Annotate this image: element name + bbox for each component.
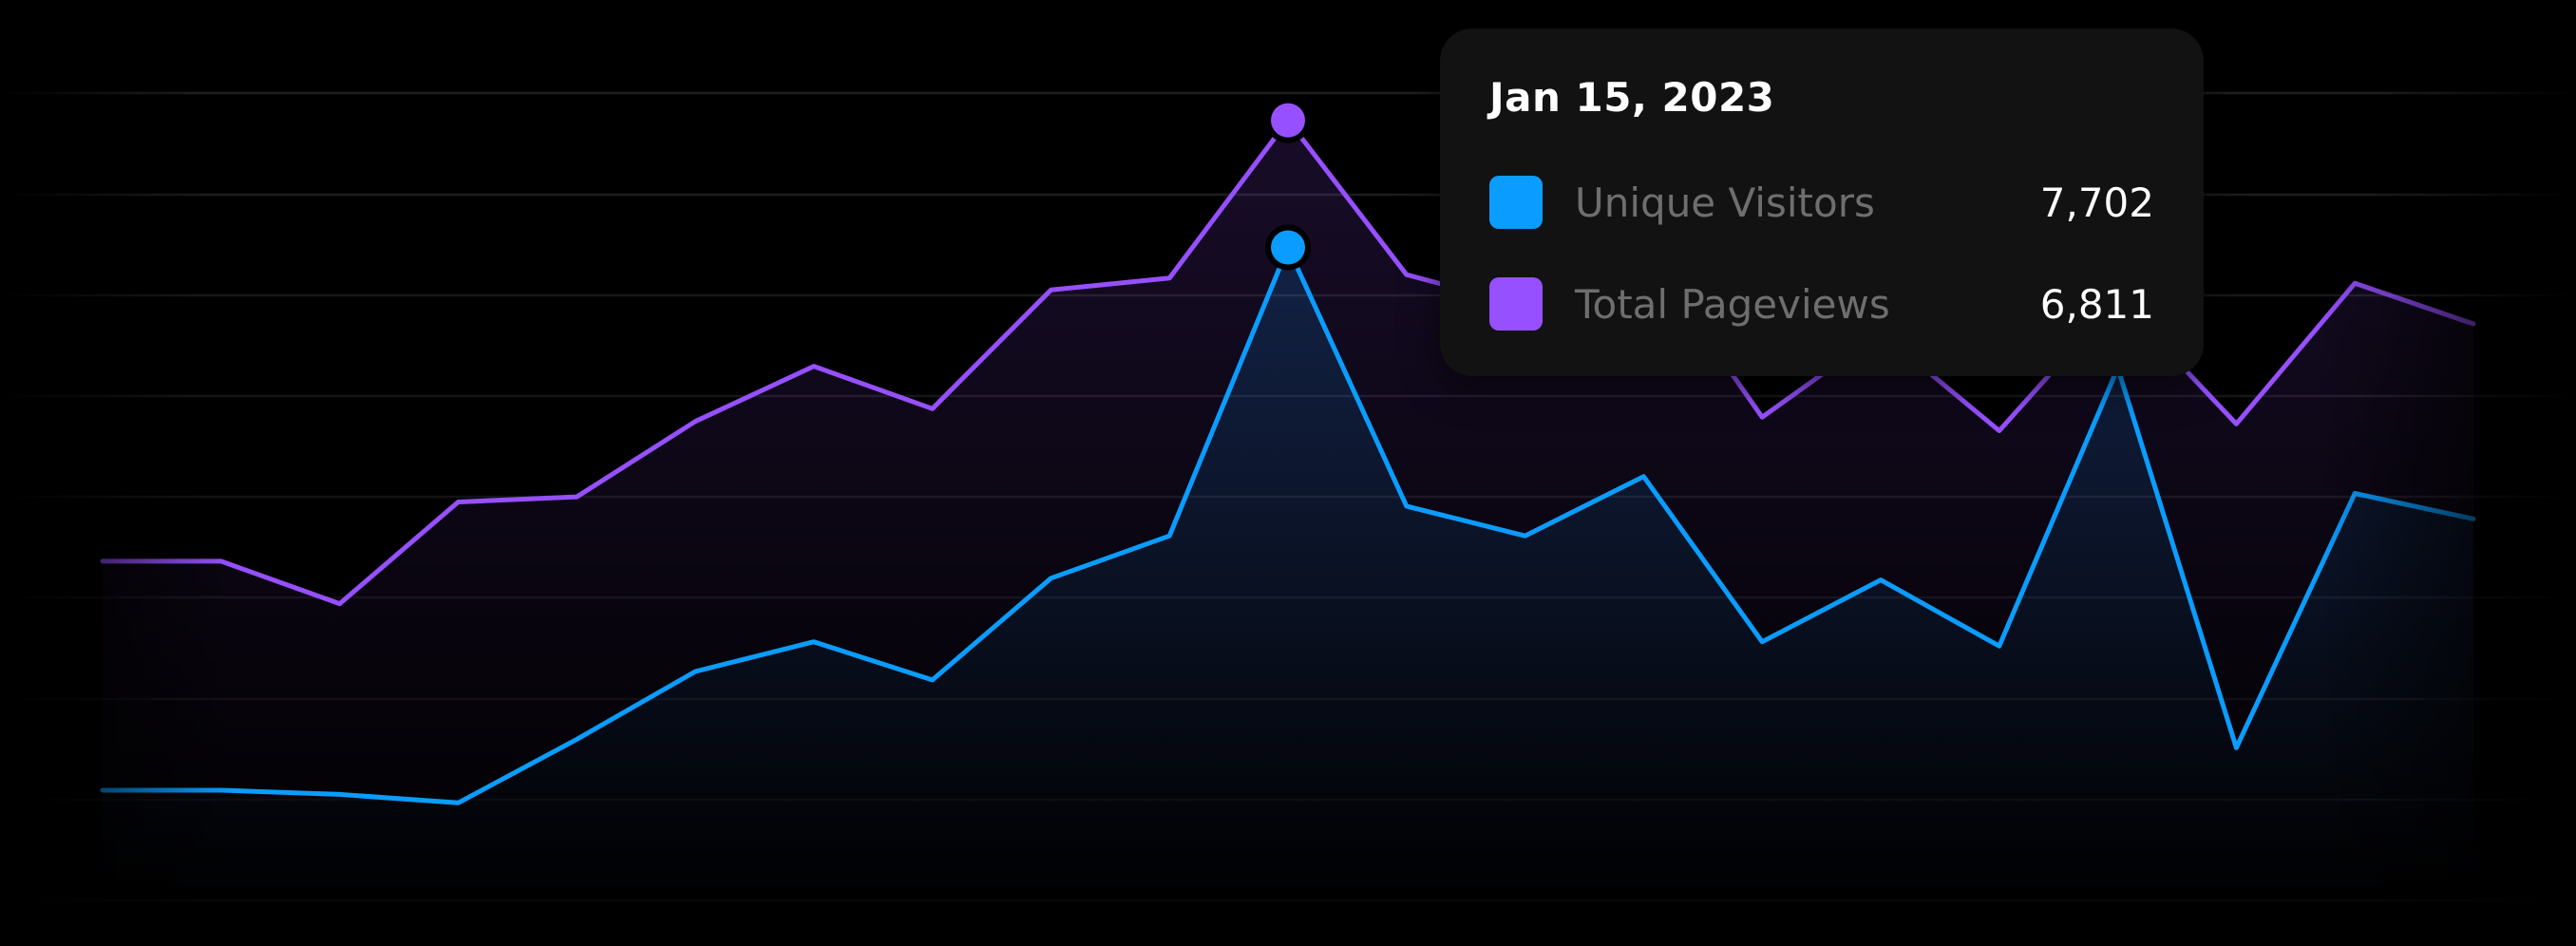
unique-visitors-highlight-point	[1271, 230, 1305, 265]
tooltip-row-unique-visitors: Unique Visitors 7,702	[1489, 176, 2154, 229]
chart-tooltip: Jan 15, 2023 Unique Visitors 7,702 Total…	[1440, 28, 2204, 376]
unique-visitors-value: 7,702	[2039, 179, 2154, 226]
unique-visitors-swatch	[1489, 176, 1543, 229]
unique-visitors-label: Unique Visitors	[1575, 179, 1875, 226]
total-pageviews-highlight-point	[1271, 103, 1305, 138]
total-pageviews-value: 6,811	[2039, 280, 2154, 328]
tooltip-row-total-pageviews: Total Pageviews 6,811	[1489, 277, 2154, 331]
highlight-markers	[1265, 97, 1311, 271]
total-pageviews-label: Total Pageviews	[1575, 280, 1890, 328]
tooltip-date: Jan 15, 2023	[1489, 74, 1775, 121]
unique-visitors-area	[103, 247, 2473, 900]
total-pageviews-swatch	[1489, 277, 1543, 331]
